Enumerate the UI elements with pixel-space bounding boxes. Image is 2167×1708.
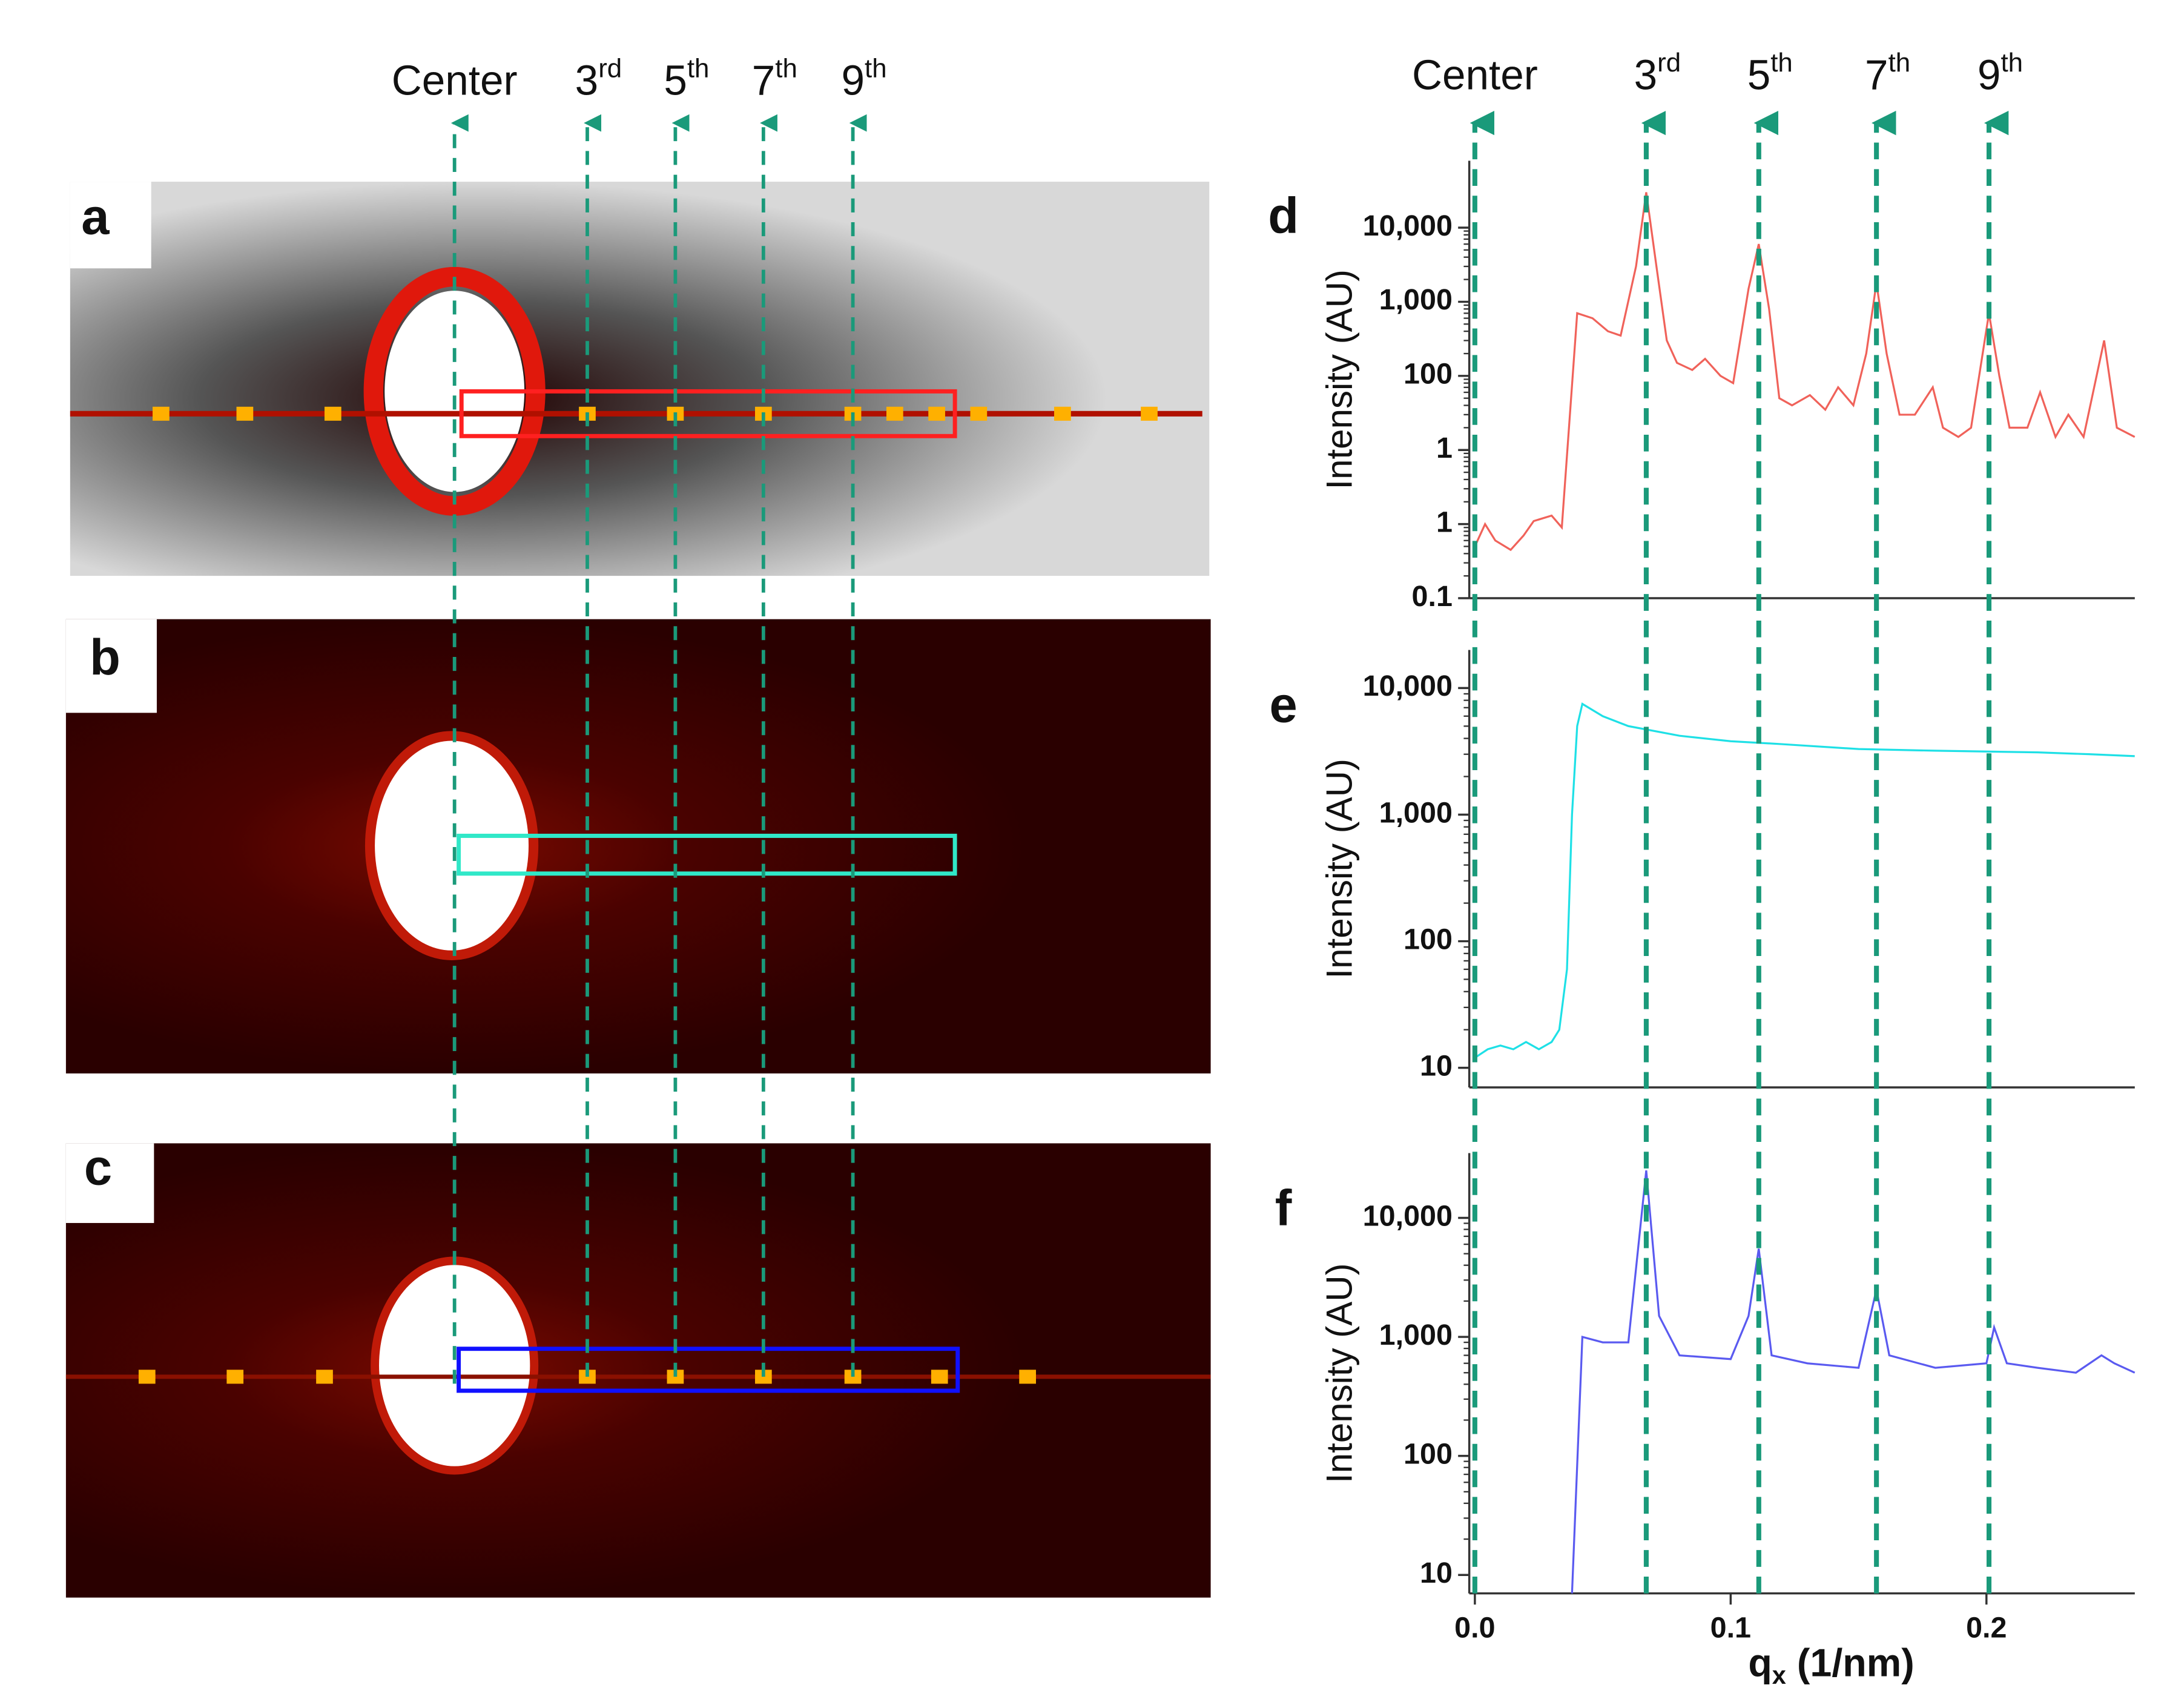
- x-label-rest: (1/nm): [1786, 1641, 1915, 1685]
- data-line: [1474, 702, 2135, 1059]
- peak-label-text: 3: [1634, 51, 1658, 99]
- spot: [1141, 406, 1158, 421]
- y-tick-label: 10: [1420, 1049, 1453, 1082]
- peak-label: 3rd: [575, 53, 622, 104]
- peak-label-sup: rd: [1657, 48, 1681, 77]
- peak-label-text: 5: [1747, 51, 1771, 99]
- spot: [324, 406, 341, 421]
- spot: [1019, 1370, 1037, 1384]
- diffraction-spots: [138, 406, 1158, 1384]
- panel-letter: e: [1270, 676, 1298, 733]
- spot: [226, 1370, 244, 1384]
- spot: [1054, 406, 1071, 421]
- peak-label: 5th: [664, 53, 709, 104]
- peak-label: 5th: [1747, 48, 1793, 99]
- y-tick-label: 10,000: [1363, 1199, 1453, 1232]
- peak-label-sup: th: [1888, 48, 1911, 77]
- y-tick-label: 0.1: [1412, 580, 1453, 613]
- y-tick-label: 1: [1436, 506, 1453, 538]
- y-axis-label: Intensity (AU): [1319, 1263, 1359, 1483]
- y-tick-label: 10,000: [1363, 209, 1453, 242]
- peak-label-sup: th: [2000, 48, 2023, 77]
- peak-label-text: 7: [1865, 51, 1888, 99]
- y-tick-label: 1: [1436, 432, 1453, 464]
- x-label-sub: x: [1772, 1661, 1786, 1689]
- panel-letter: b: [90, 629, 120, 685]
- x-tick-label: 0.0: [1454, 1612, 1495, 1644]
- peak-label: 7th: [752, 53, 797, 104]
- peak-label-text: Center: [392, 57, 518, 104]
- panel-letter: d: [1268, 187, 1299, 243]
- y-tick-label: 1,000: [1379, 796, 1453, 829]
- x-label-base: q: [1748, 1641, 1772, 1685]
- peak-label-sup: th: [775, 53, 797, 83]
- peak-label-text: 9: [842, 57, 865, 104]
- peak-label-sup: th: [1770, 48, 1793, 77]
- y-tick-label: 1,000: [1379, 283, 1453, 316]
- peak-label-text: 5: [664, 57, 687, 104]
- spot: [928, 406, 945, 421]
- peak-label-text: 3: [575, 57, 599, 104]
- image-panel-b: [65, 619, 1211, 1073]
- peak-label: 9th: [842, 53, 887, 104]
- y-tick-label: 100: [1403, 358, 1453, 391]
- spot: [153, 406, 170, 421]
- data-line: [1571, 1170, 2136, 1594]
- peak-label-sup: th: [687, 53, 710, 83]
- y-tick-label: 100: [1403, 1437, 1453, 1470]
- peak-label: Center: [392, 57, 518, 104]
- y-tick-label: 100: [1403, 923, 1453, 955]
- spot: [970, 406, 988, 421]
- spot: [236, 406, 254, 421]
- y-axis-label: Intensity (AU): [1319, 269, 1359, 490]
- panel-letter: c: [84, 1139, 112, 1195]
- peak-label-sup: rd: [598, 53, 622, 83]
- peak-label: 3rd: [1634, 48, 1681, 99]
- panel-letter: a: [81, 189, 110, 245]
- image-panel-a: [70, 182, 1210, 576]
- peak-label: 7th: [1865, 48, 1910, 99]
- x-tick-label: 0.2: [1966, 1612, 2007, 1644]
- y-tick-label: 1,000: [1379, 1319, 1453, 1351]
- y-tick-label: 10,000: [1363, 670, 1453, 702]
- x-tick-label: 0.1: [1710, 1612, 1751, 1644]
- peak-label-text: Center: [1412, 51, 1538, 99]
- peak-label: 9th: [1977, 48, 2023, 99]
- peak-label-sup: th: [865, 53, 887, 83]
- spot: [886, 406, 903, 421]
- spot: [931, 1370, 948, 1384]
- spot: [138, 1370, 156, 1384]
- data-line: [1474, 192, 2136, 552]
- peak-label-text: 7: [752, 57, 776, 104]
- peak-label-text: 9: [1977, 51, 2001, 99]
- panel-letter: f: [1275, 1179, 1292, 1236]
- x-axis-label: qx (1/nm): [1748, 1641, 1914, 1689]
- y-axis-label: Intensity (AU): [1319, 759, 1359, 979]
- peak-label: Center: [1412, 51, 1538, 99]
- spot: [316, 1370, 333, 1384]
- y-tick-label: 10: [1420, 1557, 1453, 1589]
